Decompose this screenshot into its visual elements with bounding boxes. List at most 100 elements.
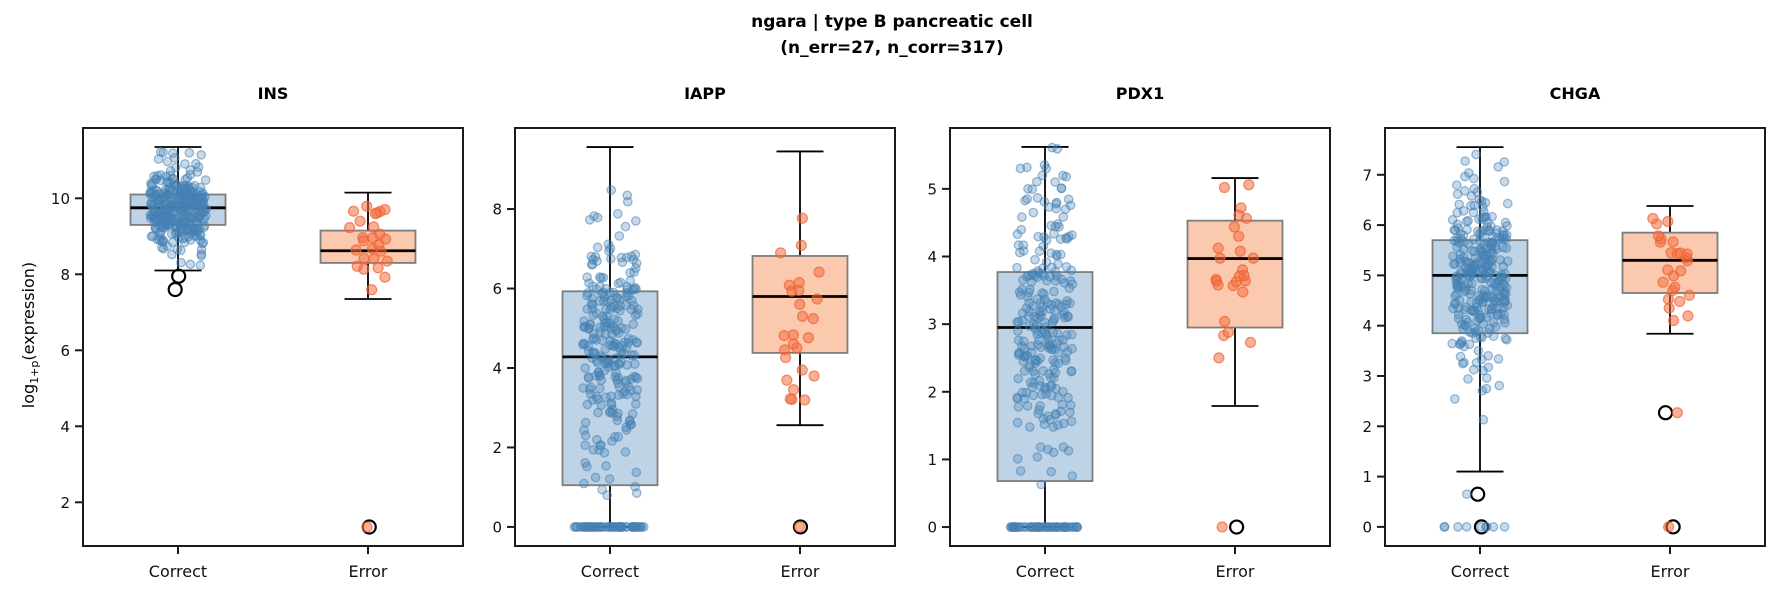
data-point: [1464, 263, 1475, 273]
data-point: [1473, 345, 1484, 356]
data-point: [1463, 374, 1473, 384]
data-point: [592, 256, 602, 266]
data-point: [1030, 254, 1040, 265]
data-point: [591, 308, 602, 319]
data-point: [1038, 263, 1048, 273]
data-point: [1034, 307, 1045, 317]
data-point: [1682, 310, 1694, 322]
data-point: [1039, 197, 1050, 207]
axes-frame: [1384, 127, 1766, 547]
data-point: [1059, 522, 1069, 532]
data-point: [600, 329, 611, 340]
data-point: [1222, 326, 1235, 338]
data-point: [1465, 288, 1475, 299]
data-point: [1499, 286, 1510, 296]
data-point: [361, 200, 373, 212]
data-point: [607, 405, 618, 415]
data-point: [1449, 225, 1460, 235]
data-point: [1013, 373, 1024, 384]
data-point: [1058, 212, 1069, 222]
data-point: [1047, 262, 1057, 273]
data-point: [597, 522, 608, 532]
data-point: [631, 488, 642, 498]
data-point: [1048, 447, 1059, 458]
strip-points-correct: [1005, 142, 1082, 532]
data-point: [1013, 335, 1024, 346]
data-point: [1047, 317, 1058, 328]
x-tick-label-error: Error: [349, 562, 388, 581]
data-point: [1071, 522, 1081, 532]
data-point: [1016, 224, 1027, 235]
data-point: [1030, 323, 1040, 334]
data-point: [1667, 314, 1680, 327]
y-axis-label: log1+p(expression): [19, 225, 45, 445]
y-tick-label: 4: [1362, 317, 1372, 335]
data-point: [1022, 271, 1032, 282]
data-point: [596, 375, 607, 385]
y-tick-label: 2: [492, 439, 502, 457]
data-point: [147, 178, 158, 189]
data-point: [1499, 522, 1510, 532]
data-point: [1015, 466, 1026, 476]
data-point: [1051, 298, 1062, 308]
data-point: [1025, 377, 1036, 388]
data-point: [182, 173, 193, 183]
strip-points-correct: [145, 146, 211, 271]
data-point: [1035, 442, 1046, 452]
data-point: [1059, 342, 1069, 353]
data-point: [1048, 373, 1059, 383]
data-point: [1020, 195, 1030, 206]
data-point: [630, 399, 641, 409]
data-point: [613, 208, 623, 219]
data-point: [1674, 265, 1687, 277]
data-point: [1461, 302, 1471, 312]
data-point: [796, 212, 808, 224]
y-tick-label: 1: [927, 451, 937, 469]
data-point: [579, 478, 589, 489]
flier-point: [1229, 519, 1245, 535]
data-point: [622, 196, 633, 207]
data-point: [1043, 335, 1054, 345]
data-point: [1066, 366, 1077, 376]
data-point: [1493, 354, 1504, 364]
box-strip-group-correct: [561, 146, 659, 532]
data-point: [1013, 402, 1024, 412]
data-point: [1468, 364, 1479, 375]
data-point: [600, 358, 611, 368]
data-point: [1046, 466, 1057, 477]
data-point: [1662, 521, 1675, 533]
data-point: [1212, 242, 1224, 254]
data-point: [1030, 271, 1041, 281]
data-point: [614, 231, 625, 241]
data-point: [1455, 257, 1466, 268]
data-point: [629, 359, 640, 369]
data-point: [373, 239, 385, 251]
data-point: [808, 370, 820, 382]
y-tick-label: 7: [1362, 166, 1372, 184]
data-point: [1468, 207, 1479, 218]
data-point: [1447, 215, 1458, 225]
data-point: [794, 298, 806, 310]
data-point: [1054, 221, 1064, 232]
data-point: [1012, 262, 1022, 273]
data-point: [608, 322, 619, 332]
data-point: [1042, 340, 1052, 351]
box-strip-group-correct: [996, 142, 1094, 532]
data-point: [1051, 251, 1062, 261]
data-point: [1035, 381, 1046, 391]
data-point: [628, 319, 639, 330]
data-point: [612, 411, 622, 422]
data-point: [153, 203, 163, 214]
data-point: [1481, 273, 1492, 284]
data-point: [1460, 286, 1470, 297]
data-point: [1032, 452, 1043, 462]
data-point: [1019, 366, 1030, 376]
data-point: [616, 252, 627, 263]
data-point: [1662, 215, 1674, 228]
data-point: [1228, 221, 1241, 233]
data-point: [1219, 315, 1231, 328]
data-point: [1067, 471, 1078, 481]
data-point: [161, 171, 172, 182]
data-point: [1065, 200, 1076, 211]
y-tick-label: 2: [1362, 418, 1372, 436]
